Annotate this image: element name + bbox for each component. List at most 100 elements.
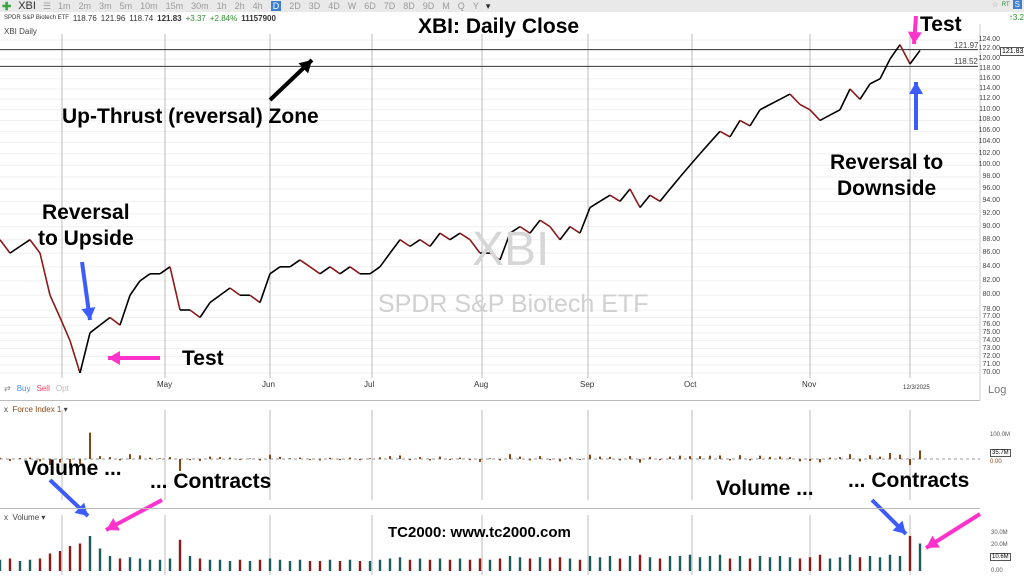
test-top-annotation: Test bbox=[920, 13, 962, 36]
y-tick: 75.00 bbox=[982, 328, 1000, 336]
price-segment bbox=[489, 252, 501, 261]
price-segment bbox=[669, 176, 681, 190]
interval-3m[interactable]: 3m bbox=[99, 1, 112, 11]
volume-bar bbox=[388, 558, 392, 571]
force-bar bbox=[579, 459, 581, 460]
force-index-label[interactable]: Force Index 1 bbox=[12, 405, 62, 414]
force-bar bbox=[449, 459, 451, 460]
price-segment bbox=[159, 266, 171, 275]
price-pane-label[interactable]: XBI Daily bbox=[4, 27, 37, 36]
y-tick: 71.00 bbox=[982, 360, 1000, 368]
interval-1m[interactable]: 1m bbox=[58, 1, 71, 11]
force-bar bbox=[89, 432, 91, 459]
force-bar bbox=[379, 457, 381, 459]
upthrust-annotation: Up-Thrust (reversal) Zone bbox=[62, 105, 319, 128]
opt-button[interactable]: Opt bbox=[55, 384, 69, 393]
force-bar bbox=[799, 459, 801, 462]
interval-2m[interactable]: 2m bbox=[78, 1, 92, 11]
interval-Q[interactable]: Q bbox=[457, 1, 465, 11]
volume-bar bbox=[328, 559, 332, 571]
interval-2D[interactable]: 2D bbox=[289, 1, 301, 11]
volume-label[interactable]: Volume bbox=[12, 513, 40, 522]
price-segment bbox=[229, 287, 241, 296]
force-bar bbox=[169, 457, 171, 459]
volume-bar bbox=[708, 556, 712, 571]
interval-M[interactable]: M bbox=[442, 1, 450, 11]
y-tick: 73.00 bbox=[982, 344, 1000, 352]
force-bar bbox=[899, 454, 901, 459]
interval-2h[interactable]: 2h bbox=[234, 1, 245, 11]
interval-6D[interactable]: 6D bbox=[364, 1, 376, 11]
price-segment bbox=[829, 109, 841, 116]
force-bar bbox=[769, 456, 771, 459]
contracts-left-annotation: ... Contracts bbox=[150, 470, 272, 493]
interval-W[interactable]: W bbox=[347, 1, 357, 11]
interval-7D[interactable]: 7D bbox=[383, 1, 396, 11]
vol-zero: 0.00 bbox=[991, 568, 1003, 574]
volume-bar bbox=[68, 546, 72, 571]
volume-bar bbox=[678, 556, 682, 571]
price-segment bbox=[759, 103, 771, 111]
buy-button[interactable]: Buy bbox=[16, 384, 31, 393]
interval-4D[interactable]: 4D bbox=[328, 1, 340, 11]
volume-bar bbox=[908, 536, 912, 571]
volume-bar bbox=[428, 559, 432, 571]
price-segment bbox=[569, 225, 581, 234]
force-bar bbox=[109, 457, 111, 459]
y-tick: 118.00 bbox=[979, 64, 1000, 72]
volume-bar bbox=[318, 561, 322, 571]
interval-10m[interactable]: 10m bbox=[140, 1, 158, 11]
force-bar bbox=[189, 459, 191, 461]
interval-8D[interactable]: 8D bbox=[403, 1, 415, 11]
force-bar bbox=[919, 450, 921, 459]
interval-9D[interactable]: 9D bbox=[422, 1, 435, 11]
force-bar bbox=[369, 458, 371, 459]
force-bar bbox=[339, 459, 341, 461]
sell-button[interactable]: Sell bbox=[36, 384, 50, 393]
price-segment bbox=[99, 316, 111, 326]
volume-bar bbox=[38, 558, 42, 571]
interval-5m[interactable]: 5m bbox=[119, 1, 133, 11]
price-segment bbox=[889, 44, 901, 60]
force-bar bbox=[479, 459, 481, 462]
volume-bar bbox=[858, 557, 862, 571]
volume-bar bbox=[878, 557, 882, 571]
symbol-input[interactable]: XBI bbox=[18, 0, 36, 12]
interval-4h[interactable]: 4h bbox=[252, 1, 263, 11]
y-tick: 96.00 bbox=[982, 185, 1000, 193]
force-bar bbox=[689, 456, 691, 459]
interval-15m[interactable]: 15m bbox=[165, 1, 184, 11]
interval-1h[interactable]: 1h bbox=[216, 1, 227, 11]
price-segment bbox=[209, 294, 221, 304]
add-symbol-icon[interactable]: ✚ bbox=[2, 0, 12, 13]
price-segment bbox=[549, 226, 561, 241]
close-pane-icon[interactable]: x bbox=[4, 513, 8, 522]
force-bar bbox=[699, 456, 701, 459]
price-segment bbox=[299, 259, 311, 268]
price-segment bbox=[519, 225, 531, 234]
reversal-up-line2: to Upside bbox=[38, 227, 134, 250]
star-icon[interactable]: ☆ bbox=[991, 0, 999, 9]
volume-bar bbox=[628, 556, 632, 571]
interval-3D[interactable]: 3D bbox=[308, 1, 321, 11]
chevron-down-icon[interactable]: ▾ bbox=[485, 0, 491, 11]
y-tick: 72.00 bbox=[982, 352, 1000, 360]
price-segment bbox=[309, 266, 321, 275]
log-scale-toggle[interactable]: Log bbox=[988, 384, 1007, 396]
interval-D[interactable]: D bbox=[270, 1, 282, 11]
volume-bar bbox=[168, 558, 172, 571]
volume-bar bbox=[888, 554, 892, 571]
swap-icon[interactable]: ⇄ bbox=[4, 384, 11, 393]
menu-icon[interactable]: ☰ bbox=[42, 0, 52, 11]
volume-bar bbox=[88, 536, 92, 571]
force-bar bbox=[679, 455, 681, 459]
volume-bar bbox=[588, 556, 592, 571]
volume-bar bbox=[138, 558, 142, 571]
volume-bar bbox=[148, 559, 152, 571]
force-bar bbox=[289, 458, 291, 459]
s-button[interactable]: S bbox=[1012, 0, 1022, 9]
interval-Y[interactable]: Y bbox=[472, 1, 479, 11]
interval-30m[interactable]: 30m bbox=[191, 1, 209, 11]
close-pane-icon[interactable]: x bbox=[4, 405, 8, 414]
